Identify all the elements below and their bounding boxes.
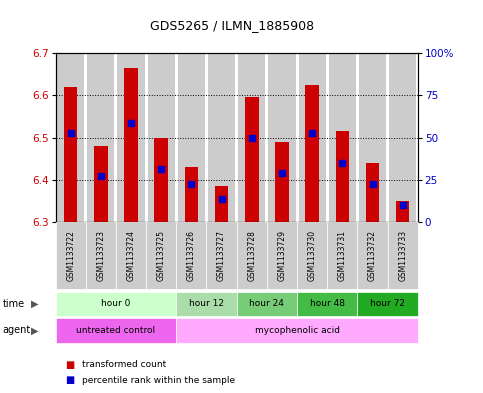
- Text: GSM1133729: GSM1133729: [277, 230, 286, 281]
- Bar: [245, 97, 258, 222]
- Bar: [215, 186, 228, 222]
- Bar: [94, 146, 108, 222]
- Text: hour 0: hour 0: [101, 299, 130, 309]
- Text: GSM1133723: GSM1133723: [96, 230, 105, 281]
- Bar: [124, 68, 138, 222]
- Text: ■: ■: [65, 375, 74, 385]
- Text: hour 72: hour 72: [370, 299, 405, 309]
- Bar: [269, 53, 296, 222]
- Bar: [389, 53, 416, 222]
- Text: GSM1133731: GSM1133731: [338, 230, 347, 281]
- Text: ■: ■: [65, 360, 74, 370]
- Bar: [298, 53, 326, 222]
- Bar: [178, 53, 205, 222]
- Text: GSM1133730: GSM1133730: [308, 230, 317, 281]
- Bar: [396, 201, 410, 222]
- Text: transformed count: transformed count: [82, 360, 166, 369]
- Bar: [117, 53, 144, 222]
- Bar: [57, 53, 84, 222]
- Bar: [87, 53, 114, 222]
- Bar: [64, 87, 77, 222]
- Text: GSM1133733: GSM1133733: [398, 230, 407, 281]
- Text: GSM1133725: GSM1133725: [156, 230, 166, 281]
- Text: GSM1133724: GSM1133724: [127, 230, 136, 281]
- Text: GSM1133727: GSM1133727: [217, 230, 226, 281]
- Bar: [275, 142, 289, 222]
- Text: hour 24: hour 24: [249, 299, 284, 309]
- Bar: [208, 53, 235, 222]
- Text: hour 12: hour 12: [189, 299, 224, 309]
- Bar: [148, 53, 175, 222]
- Text: ▶: ▶: [31, 325, 39, 335]
- Text: GSM1133732: GSM1133732: [368, 230, 377, 281]
- Text: hour 48: hour 48: [310, 299, 345, 309]
- Text: untreated control: untreated control: [76, 326, 156, 335]
- Text: time: time: [2, 299, 25, 309]
- Text: GSM1133726: GSM1133726: [187, 230, 196, 281]
- Text: mycophenolic acid: mycophenolic acid: [255, 326, 340, 335]
- Text: GDS5265 / ILMN_1885908: GDS5265 / ILMN_1885908: [150, 19, 314, 32]
- Bar: [359, 53, 386, 222]
- Bar: [305, 85, 319, 222]
- Text: GSM1133722: GSM1133722: [66, 230, 75, 281]
- Bar: [185, 167, 198, 222]
- Bar: [329, 53, 356, 222]
- Bar: [155, 138, 168, 222]
- Bar: [238, 53, 265, 222]
- Text: ▶: ▶: [31, 299, 39, 309]
- Text: percentile rank within the sample: percentile rank within the sample: [82, 376, 235, 384]
- Bar: [336, 131, 349, 222]
- Text: GSM1133728: GSM1133728: [247, 230, 256, 281]
- Bar: [366, 163, 379, 222]
- Text: agent: agent: [2, 325, 30, 335]
